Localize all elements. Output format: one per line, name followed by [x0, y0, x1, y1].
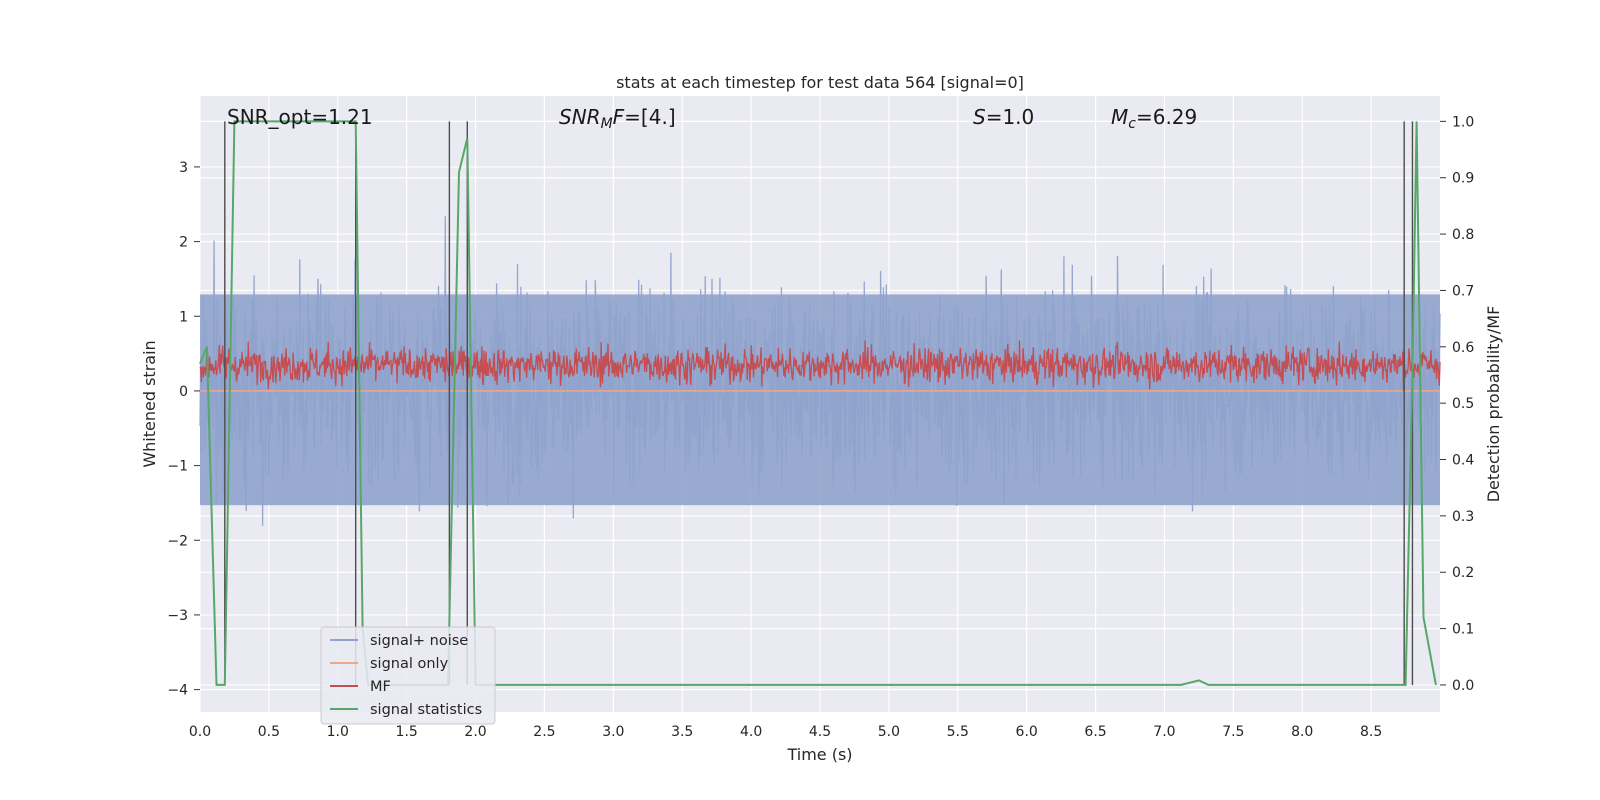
legend-label-signal-noise: signal+ noise	[370, 633, 468, 649]
y2-tick-label-3: 0.7	[1452, 283, 1474, 299]
signal-noise-core	[200, 294, 1440, 506]
y-tick-label-6: −3	[167, 608, 188, 624]
x-tick-label-0: 0.0	[189, 724, 211, 740]
y-axis-ticks: 3 2 1 0 −1 −2 −3 −4	[167, 160, 200, 699]
annotation-mc-sub: c	[1128, 116, 1136, 132]
annotation-mc-var: M	[1111, 105, 1128, 129]
legend-label-signal-statistics: signal statistics	[370, 702, 482, 718]
y2-tick-label-7: 0.3	[1452, 509, 1474, 525]
series-signal-statistics	[199, 120, 1437, 686]
series-signal-noise	[199, 216, 1441, 526]
annotation-snr-opt: SNR_opt=1.21	[227, 105, 373, 129]
y-tick-label-7: −4	[167, 683, 188, 699]
annotation-mc: Mc=6.29	[1111, 105, 1197, 132]
y2-tick-label-8: 0.2	[1452, 565, 1474, 581]
legend-box	[320, 626, 496, 725]
mf-line	[199, 340, 1441, 391]
annotation-snr-mf: SNRMF=[4.]	[559, 105, 676, 132]
x-tick-label-10: 5.0	[878, 724, 900, 740]
annotation-s: S=1.0	[973, 105, 1034, 129]
x-tick-label-8: 4.0	[740, 724, 762, 740]
vertical-markers	[224, 121, 1414, 685]
x-tick-label-11: 5.5	[947, 724, 969, 740]
chart-title: stats at each timestep for test data 564…	[616, 73, 1024, 92]
legend-label-mf: MF	[370, 679, 391, 695]
y2-tick-label-9: 0.1	[1452, 622, 1474, 638]
legend-label-signal-only: signal only	[370, 656, 449, 672]
y-axis-label: Whitened strain	[140, 340, 159, 467]
y2-tick-label-4: 0.6	[1452, 340, 1474, 356]
y2-tick-label-5: 0.5	[1452, 396, 1474, 412]
y2-tick-label-0: 1.0	[1452, 114, 1474, 130]
x-tick-label-2: 1.0	[327, 724, 349, 740]
annotation-mc-value: =6.29	[1136, 105, 1197, 129]
legend: signal+ noise signal only MF signal stat…	[320, 626, 496, 725]
y2-axis-label: Detection probability/MF	[1484, 306, 1503, 503]
x-tick-label-16: 8.0	[1291, 724, 1313, 740]
annotation-s-value: =1.0	[986, 105, 1035, 129]
x-tick-label-7: 3.5	[671, 724, 693, 740]
y2-tick-label-10: 0.0	[1452, 678, 1474, 694]
annotation-s-var: S	[973, 105, 986, 129]
y2-tick-label-6: 0.4	[1452, 453, 1474, 469]
y2-tick-label-2: 0.8	[1452, 227, 1474, 243]
annotation-snr-mf-value: =[4.]	[624, 105, 675, 129]
x-tick-label-14: 7.0	[1153, 724, 1175, 740]
y-tick-label-5: −2	[167, 533, 188, 549]
x-tick-label-13: 6.5	[1084, 724, 1106, 740]
x-tick-label-6: 3.0	[602, 724, 624, 740]
y-tick-label-1: 2	[179, 235, 188, 251]
annotation-snr-mf-sub: M	[601, 116, 613, 132]
series-mf	[199, 340, 1441, 391]
x-tick-label-17: 8.5	[1360, 724, 1382, 740]
y-tick-label-3: 0	[179, 384, 188, 400]
annotation-snr-mf-var2: F	[613, 105, 625, 129]
signal-statistics-line	[199, 120, 1437, 686]
x-axis-ticks: 0.0 0.5 1.0 1.5 2.0 2.5 3.0 3.5 4.0 4.5 5.0 5.5 6.0 6…	[189, 724, 1382, 740]
y2-tick-label-1: 0.9	[1452, 171, 1474, 187]
y-tick-label-2: 1	[179, 309, 188, 325]
y2-axis-ticks: 1.0 0.9 0.8 0.7 0.6 0.5 0.4 0.3 0.2 0.1 0.0	[1440, 114, 1474, 694]
x-tick-label-15: 7.5	[1222, 724, 1244, 740]
y-tick-label-0: 3	[179, 160, 188, 176]
x-tick-label-12: 6.0	[1016, 724, 1038, 740]
x-axis-label: Time (s)	[786, 745, 852, 764]
annotation-snr-mf-var: SNR	[559, 105, 601, 129]
x-tick-label-1: 0.5	[258, 724, 280, 740]
x-tick-label-3: 1.5	[396, 724, 418, 740]
x-tick-label-4: 2.0	[464, 724, 486, 740]
x-tick-label-5: 2.5	[533, 724, 555, 740]
x-tick-label-9: 4.5	[809, 724, 831, 740]
y-tick-label-4: −1	[167, 459, 188, 475]
